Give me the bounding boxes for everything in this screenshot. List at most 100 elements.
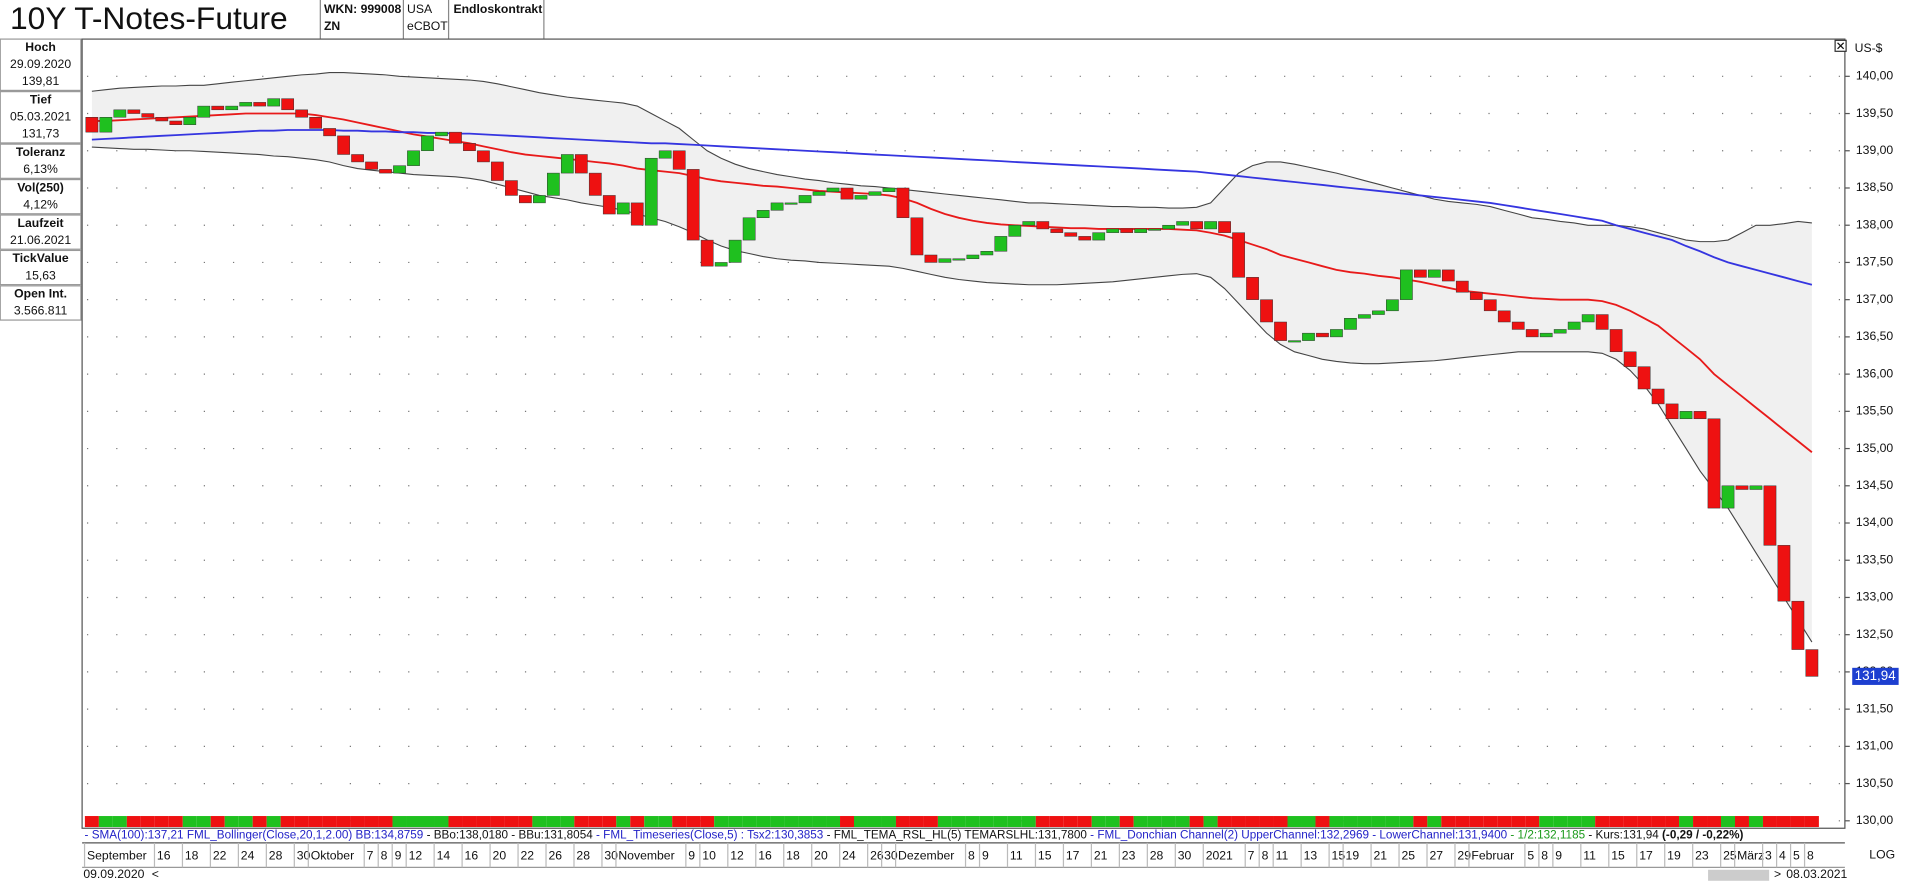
trend-strip (602, 816, 617, 828)
trend-strip (1497, 816, 1512, 828)
info-value: 29.09.2020 (10, 57, 71, 71)
trend-strip (210, 816, 225, 828)
scroll-left[interactable]: < (152, 867, 159, 881)
trend-strip (112, 816, 127, 828)
candle (1344, 318, 1357, 330)
x-tick-label: März (1737, 849, 1764, 863)
x-tick-label: 16 (465, 849, 479, 863)
x-tick-label: 20 (493, 849, 507, 863)
trend-strip (1217, 816, 1232, 828)
x-tick-label: 9 (1555, 849, 1562, 863)
x-tick-label: 30 (884, 849, 898, 863)
close-button[interactable] (1834, 39, 1847, 52)
candle (1414, 269, 1427, 278)
trend-strip (1455, 816, 1470, 828)
x-tick-label: 26 (870, 849, 884, 863)
trend-strip (1623, 816, 1638, 828)
trend-strip (1707, 816, 1722, 828)
trend-strip (1077, 816, 1092, 828)
candle (421, 135, 434, 152)
candle (1316, 332, 1329, 338)
end-date: 08.03.2021 (1786, 867, 1847, 881)
unit-label: US-$ (1855, 41, 1883, 55)
x-tick-label: 22 (213, 849, 227, 863)
y-tick-label: 130,00 (1856, 813, 1894, 827)
candle (1372, 310, 1385, 315)
trend-strip (1259, 816, 1274, 828)
candle (1595, 314, 1609, 330)
info-value: 21.06.2021 (10, 233, 71, 247)
trend-strip (224, 816, 239, 828)
candle (1050, 228, 1064, 233)
legend-item: - BBo:138,0180 (427, 829, 509, 842)
legend-item: - SMA(100):137,21 (85, 829, 184, 842)
trend-strip (392, 816, 407, 828)
candle (365, 161, 378, 170)
y-tick-label: 136,00 (1856, 366, 1894, 380)
scale-button[interactable]: LOG (1869, 847, 1895, 861)
symbol: ZN (324, 19, 340, 33)
info-box (0, 143, 82, 179)
trend-strip (672, 816, 687, 828)
candle (1386, 299, 1399, 312)
candle (1246, 277, 1259, 300)
x-tick-label: 30 (604, 849, 618, 863)
trend-strip (532, 816, 547, 828)
y-tick-label: 135,00 (1856, 441, 1894, 455)
trend-strip (1427, 816, 1442, 828)
candle (714, 262, 728, 267)
x-tick-label: 5 (1527, 849, 1534, 863)
candle (295, 109, 308, 118)
trend-strip (1105, 816, 1120, 828)
trend-strip (434, 816, 449, 828)
trend-strip (140, 816, 155, 828)
trend-strip (280, 816, 295, 828)
candle (323, 128, 336, 137)
legend-item: - Kurs:131,94 (1588, 829, 1659, 842)
trend-strip (993, 816, 1008, 828)
candle (1553, 329, 1567, 334)
candle (1679, 411, 1693, 420)
y-tick-label: 138,00 (1856, 217, 1894, 231)
trend-strip (1273, 816, 1288, 828)
candle (1749, 485, 1763, 490)
x-tick-label: 2021 (1206, 849, 1233, 863)
candle (966, 254, 980, 259)
x-tick-label: 21 (1374, 849, 1388, 863)
candle (1427, 269, 1441, 278)
candle (113, 109, 127, 118)
candle (253, 102, 267, 107)
plot-frame (81, 38, 1846, 829)
scrollbar[interactable] (1708, 869, 1770, 881)
trend-strip (1776, 816, 1791, 828)
candle (1176, 221, 1189, 226)
candle (840, 187, 854, 200)
candle (686, 169, 700, 241)
candle (463, 143, 476, 152)
trend-strip (937, 816, 952, 828)
trend-strip (126, 816, 141, 828)
trend-strip (700, 816, 715, 828)
x-tick-label: 28 (1150, 849, 1164, 863)
candle (826, 187, 840, 192)
trend-strip (965, 816, 980, 828)
candle (1078, 236, 1092, 241)
trend-strip (1007, 816, 1022, 828)
legend-item: - FML_TEMA_RSL_HL(5) TEMARSLHL:131,7800 (827, 829, 1088, 842)
trend-strip (630, 816, 645, 828)
scroll-right[interactable]: > (1774, 867, 1781, 881)
candle (1218, 221, 1231, 233)
trend-strip (909, 816, 924, 828)
trend-strip (923, 816, 938, 828)
candle (169, 120, 183, 125)
trend-strip (364, 816, 379, 828)
trend-strip (1748, 816, 1763, 828)
candle (1106, 228, 1120, 233)
candle (379, 169, 392, 174)
trend-strip (1679, 816, 1694, 828)
trend-strip (1091, 816, 1106, 828)
candle (1623, 351, 1637, 367)
candle (155, 117, 169, 122)
candle (1805, 649, 1819, 677)
x-tick-label: 28 (576, 849, 590, 863)
